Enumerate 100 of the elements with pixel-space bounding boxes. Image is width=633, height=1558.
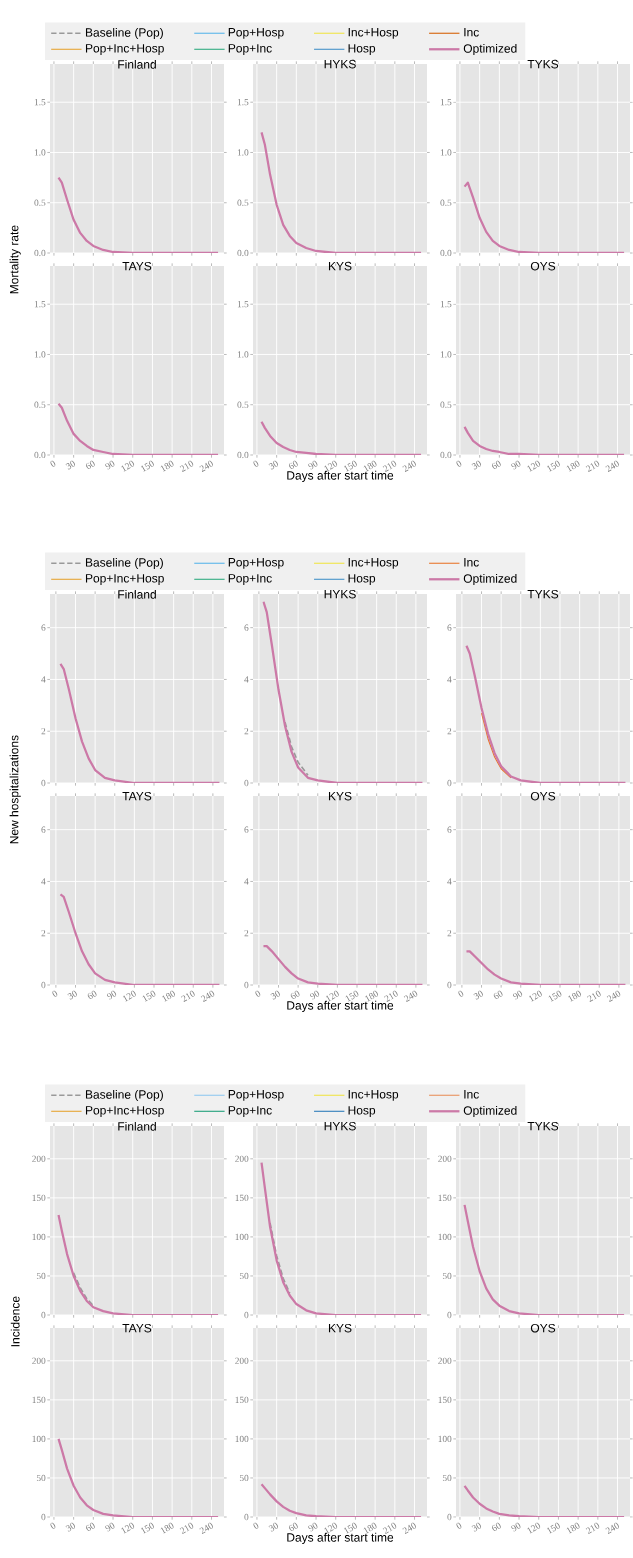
x-tick-label: 120 bbox=[122, 990, 136, 1002]
y-tick-label: 4 bbox=[244, 878, 249, 885]
x-tick-label: 0 bbox=[255, 990, 261, 997]
x-tick-label: 0 bbox=[253, 460, 259, 467]
x-tick-label: 210 bbox=[585, 460, 600, 473]
x-tick-label: 240 bbox=[605, 1522, 619, 1535]
x-tick-label: 210 bbox=[585, 1522, 600, 1535]
legend-label: Pop+Hosp bbox=[228, 558, 284, 569]
x-tick-label: 30 bbox=[65, 1522, 76, 1532]
y-tick-label: 1.0 bbox=[237, 149, 249, 156]
chart-title: TYKS bbox=[527, 59, 559, 69]
y-tick-label: 0.0 bbox=[34, 249, 46, 257]
y-tick-label: 50 bbox=[442, 1272, 452, 1280]
y-tick-label: 50 bbox=[239, 1272, 249, 1280]
y-tick-label: 200 bbox=[438, 1155, 452, 1162]
legend-label: Optimized bbox=[463, 1105, 517, 1118]
x-tick-label: 240 bbox=[200, 990, 215, 1003]
chart-title: KYS bbox=[329, 1323, 352, 1333]
y-axis-title: Incidence bbox=[10, 1296, 20, 1347]
y-tick-label: 0.5 bbox=[237, 199, 249, 206]
y-tick-label: 6 bbox=[244, 624, 249, 631]
x-tick-label: 30 bbox=[268, 460, 279, 470]
x-tick-label: 240 bbox=[606, 990, 621, 1003]
y-tick-label: 2 bbox=[447, 728, 452, 735]
x-tick-label: 90 bbox=[513, 990, 523, 1000]
x-tick-label: 240 bbox=[605, 460, 619, 473]
y-tick-label: 50 bbox=[239, 1474, 249, 1482]
x-tick-label: 60 bbox=[289, 460, 298, 469]
y-tick-label: 0 bbox=[244, 1513, 249, 1521]
y-tick-label: 6 bbox=[41, 826, 46, 833]
chart-title: HYKS bbox=[324, 589, 356, 599]
x-tick-label: 180 bbox=[566, 1522, 580, 1534]
y-tick-label: 200 bbox=[438, 1357, 452, 1364]
x-tick-label: 60 bbox=[290, 990, 300, 999]
y-tick-label: 1.0 bbox=[440, 351, 452, 358]
x-tick-label: 150 bbox=[344, 1522, 357, 1534]
legend-label: Hosp bbox=[348, 44, 376, 55]
x-tick-label: 30 bbox=[473, 990, 483, 1000]
x-tick-label: 150 bbox=[547, 460, 560, 472]
y-tick-label: 1.5 bbox=[34, 99, 46, 106]
y-tick-label: 200 bbox=[235, 1357, 249, 1364]
y-tick-label: 200 bbox=[32, 1357, 46, 1364]
x-tick-label: 150 bbox=[344, 460, 357, 472]
y-tick-label: 1.5 bbox=[34, 301, 46, 308]
y-tick-label: 150 bbox=[32, 1194, 46, 1201]
y-tick-label: 4 bbox=[447, 676, 452, 683]
y-tick-label: 0 bbox=[447, 1513, 452, 1521]
x-tick-label: 30 bbox=[67, 990, 77, 1000]
x-tick-label: 150 bbox=[141, 1522, 154, 1534]
x-tick-label: 150 bbox=[141, 460, 154, 472]
y-tick-label: 150 bbox=[438, 1396, 452, 1404]
y-tick-label: 0.0 bbox=[440, 249, 452, 257]
legend-label: Inc+Hosp bbox=[348, 558, 399, 569]
y-tick-label: 0.0 bbox=[237, 451, 249, 459]
y-tick-label: 0.0 bbox=[237, 249, 249, 257]
x-tick-label: 60 bbox=[493, 990, 503, 999]
x-axis-title: Days after start time bbox=[287, 470, 394, 483]
y-tick-label: 0.5 bbox=[440, 401, 452, 408]
x-tick-label: 120 bbox=[528, 990, 542, 1002]
y-tick-label: 0.5 bbox=[34, 199, 46, 206]
x-tick-label: 180 bbox=[365, 990, 379, 1002]
legend-label: Baseline (Pop) bbox=[86, 1089, 163, 1102]
y-tick-label: 100 bbox=[438, 1233, 452, 1241]
y-tick-label: 0 bbox=[41, 779, 46, 787]
x-tick-label: 60 bbox=[86, 460, 95, 469]
y-tick-label: 0.0 bbox=[440, 451, 452, 459]
x-tick-label: 60 bbox=[86, 1522, 95, 1532]
y-tick-label: 0.0 bbox=[34, 451, 46, 459]
x-tick-label: 240 bbox=[199, 460, 213, 473]
x-tick-label: 120 bbox=[325, 990, 339, 1002]
line-series bbox=[72, 1272, 95, 1307]
y-axis-title: Mortality rate bbox=[9, 225, 21, 294]
x-tick-label: 60 bbox=[289, 1522, 298, 1532]
x-tick-label: 120 bbox=[324, 460, 338, 472]
y-tick-label: 1.0 bbox=[237, 351, 249, 358]
y-axis-title: New hospitalizations bbox=[9, 735, 21, 844]
y-tick-label: 0 bbox=[447, 779, 452, 787]
y-tick-label: 2 bbox=[41, 728, 46, 735]
y-tick-label: 50 bbox=[442, 1474, 452, 1482]
y-tick-label: 150 bbox=[32, 1396, 46, 1404]
y-tick-label: 2 bbox=[244, 930, 249, 937]
x-tick-label: 90 bbox=[105, 1522, 115, 1532]
y-tick-label: 6 bbox=[244, 826, 249, 833]
y-tick-label: 0 bbox=[41, 1311, 46, 1319]
x-tick-label: 150 bbox=[345, 990, 359, 1002]
y-tick-label: 0 bbox=[447, 981, 452, 989]
y-tick-label: 1.0 bbox=[440, 149, 452, 156]
legend-label: Baseline (Pop) bbox=[86, 557, 163, 570]
x-tick-label: 180 bbox=[363, 460, 377, 472]
y-tick-label: 50 bbox=[36, 1272, 46, 1280]
x-tick-label: 180 bbox=[162, 990, 176, 1002]
x-tick-label: 30 bbox=[65, 460, 76, 470]
x-tick-label: 120 bbox=[121, 1522, 135, 1534]
chart-title: HYKS bbox=[324, 1121, 356, 1131]
y-tick-label: 4 bbox=[244, 676, 249, 683]
y-tick-label: 100 bbox=[235, 1233, 249, 1241]
x-axis-title: Days after start time bbox=[287, 1532, 394, 1545]
y-tick-label: 100 bbox=[32, 1435, 46, 1443]
y-tick-label: 0 bbox=[244, 1311, 249, 1319]
chart-title: Finland bbox=[118, 589, 156, 599]
